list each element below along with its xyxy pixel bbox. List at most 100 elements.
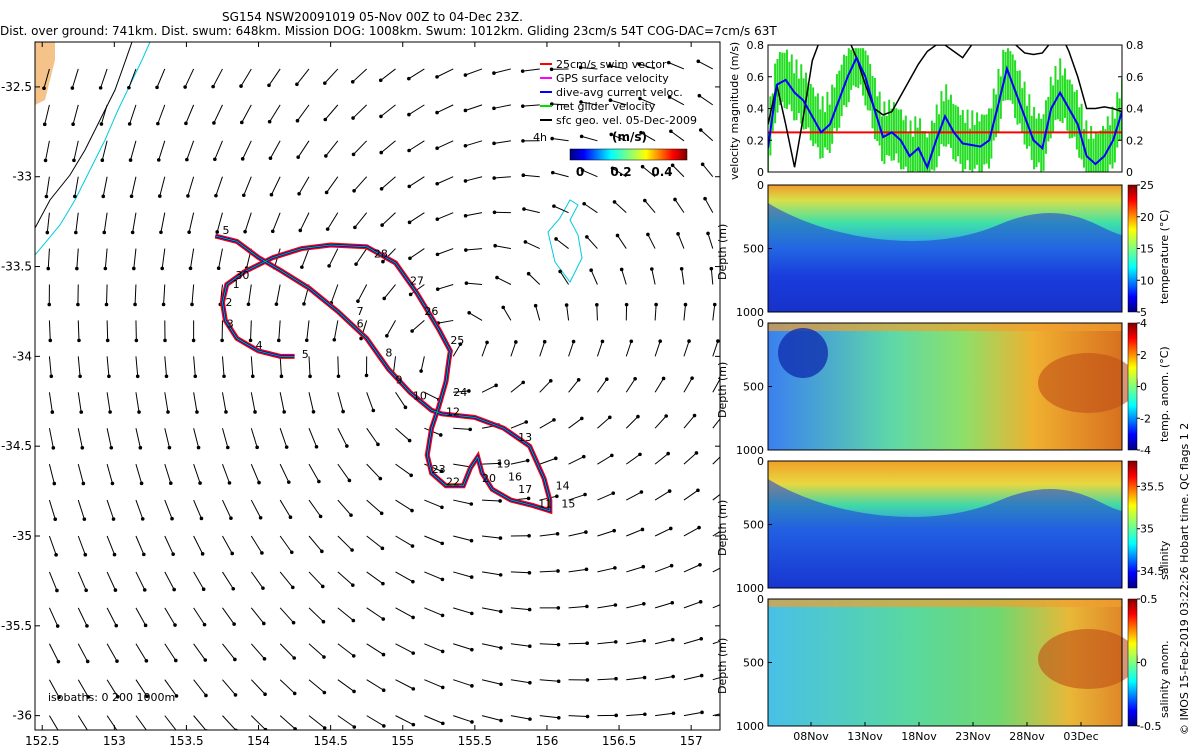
- surface-vector: [366, 463, 381, 479]
- surface-vector-head: [51, 446, 56, 450]
- section-x-tick-label: 08Nov: [793, 730, 829, 743]
- surface-vector: [568, 341, 575, 357]
- surface-vector-head: [435, 181, 440, 186]
- surface-vector-head: [555, 494, 559, 499]
- surface-vector: [366, 499, 383, 514]
- surface-vector-head: [297, 191, 301, 196]
- surface-vector: [539, 679, 559, 682]
- surface-vector: [644, 200, 656, 213]
- section-colorbar: [1127, 184, 1138, 313]
- section-colorbar-tick-label: 34.5: [1140, 565, 1165, 578]
- surface-vector-head: [56, 659, 61, 664]
- surface-vector-head: [168, 481, 173, 486]
- surface-vector-head: [611, 491, 616, 495]
- surface-vector-head: [556, 679, 561, 684]
- surface-vector: [568, 715, 588, 718]
- surface-vector-head: [262, 657, 267, 661]
- surface-vector: [626, 491, 642, 501]
- surface-vector: [453, 499, 472, 505]
- surface-vector: [190, 248, 195, 269]
- surface-vector: [106, 535, 115, 555]
- surface-vector-head: [724, 488, 728, 492]
- surface-vector-head: [411, 687, 416, 691]
- surface-vector: [73, 140, 79, 161]
- surface-vector-head: [579, 100, 583, 104]
- surface-vector-head: [670, 637, 675, 642]
- surface-vector: [48, 464, 55, 484]
- surface-vector: [654, 490, 670, 501]
- surface-vector-head: [139, 481, 144, 486]
- surface-vector-head: [521, 139, 525, 143]
- surface-vector: [559, 271, 569, 285]
- surface-vector: [222, 715, 237, 730]
- surface-vector-head: [291, 620, 296, 625]
- surface-vector: [712, 456, 720, 465]
- surface-vector: [193, 571, 205, 590]
- surface-vector-head: [520, 104, 525, 108]
- surface-vector: [683, 489, 699, 501]
- surface-vector-head: [296, 155, 300, 159]
- surface-vector-head: [579, 134, 584, 139]
- surface-vector: [437, 176, 454, 185]
- surface-vector-head: [440, 685, 445, 690]
- surface-vector-head: [42, 86, 46, 90]
- surface-vector-head: [105, 338, 110, 343]
- surface-vector-head: [458, 342, 463, 346]
- section-warm-anomaly: [1038, 629, 1138, 689]
- surface-vector: [669, 96, 685, 106]
- surface-vector-head: [615, 233, 620, 238]
- surface-vector-head: [380, 223, 384, 227]
- surface-vector: [712, 418, 720, 429]
- surface-vector-head: [173, 658, 178, 663]
- surface-vector: [700, 129, 714, 142]
- surface-vector: [240, 68, 252, 87]
- section-colorbar-tick-label: 35: [1140, 523, 1154, 536]
- surface-vector-head: [527, 533, 531, 538]
- surface-vector: [193, 356, 196, 377]
- surface-vector-head: [492, 106, 496, 111]
- surface-vector: [100, 68, 108, 89]
- surface-vector-head: [463, 179, 468, 183]
- surface-vector: [164, 392, 169, 413]
- surface-vector: [395, 571, 414, 583]
- map-y-tick-label: -35: [12, 529, 32, 543]
- surface-vector-head: [255, 445, 259, 450]
- surface-vector: [48, 607, 59, 627]
- surface-vector: [670, 130, 685, 142]
- surface-vector-head: [381, 581, 385, 586]
- surface-vector-head: [286, 480, 291, 484]
- surface-vector-head: [683, 302, 688, 307]
- surface-vector-head: [224, 410, 228, 414]
- surface-vector: [395, 463, 412, 476]
- surface-vector: [106, 679, 119, 697]
- surface-vector: [392, 356, 397, 374]
- surface-vector: [539, 533, 558, 537]
- surface-vector: [191, 284, 195, 305]
- land-patch: [35, 42, 55, 105]
- surface-vector-head: [556, 606, 561, 610]
- surface-vector: [366, 715, 385, 727]
- surface-vector: [100, 104, 108, 125]
- surface-vector-head: [690, 376, 694, 380]
- surface-vector: [453, 607, 472, 614]
- surface-vector-head: [327, 264, 331, 268]
- surface-vector-head: [668, 526, 673, 531]
- velocity-y-tick-label-right: 0.2: [1126, 134, 1144, 147]
- surface-vector: [639, 63, 656, 70]
- surface-vector: [247, 284, 252, 305]
- map-y-tick-label: -34.5: [1, 439, 32, 453]
- surface-vector-head: [114, 623, 119, 628]
- map-x-tick-label: 155: [391, 734, 414, 748]
- surface-vector: [103, 212, 108, 233]
- surface-vector: [333, 320, 339, 340]
- surface-vector: [481, 679, 502, 685]
- surface-vector-head: [467, 310, 471, 315]
- surface-vector: [352, 104, 368, 119]
- section-colorbar-tick-label: 25: [1140, 179, 1154, 192]
- surface-vector: [424, 715, 444, 724]
- surface-vector-head: [243, 229, 247, 234]
- surface-vector-head: [324, 154, 328, 158]
- surface-vector: [481, 643, 502, 649]
- surface-vector-head: [292, 691, 297, 696]
- surface-vector: [101, 140, 108, 161]
